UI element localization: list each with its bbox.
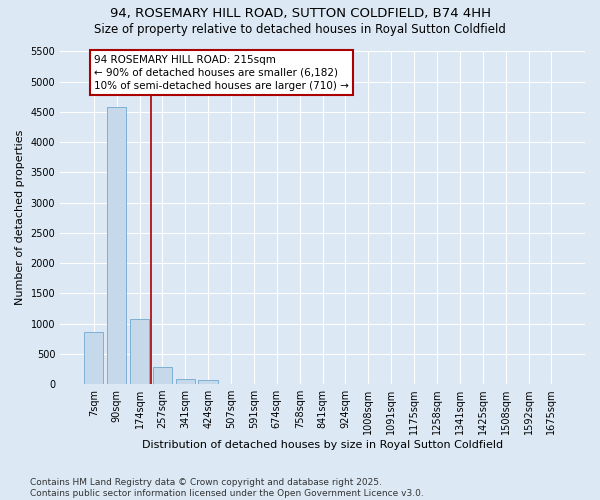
Text: 94 ROSEMARY HILL ROAD: 215sqm
← 90% of detached houses are smaller (6,182)
10% o: 94 ROSEMARY HILL ROAD: 215sqm ← 90% of d… [94, 54, 349, 91]
Bar [107, 107, 127, 384]
Bar [84, 332, 103, 384]
Y-axis label: Number of detached properties: Number of detached properties [15, 130, 25, 306]
Text: Contains HM Land Registry data © Crown copyright and database right 2025.
Contai: Contains HM Land Registry data © Crown c… [30, 478, 424, 498]
Bar [152, 366, 172, 384]
Bar [199, 380, 218, 384]
Bar [130, 319, 149, 384]
Bar [176, 378, 195, 384]
Text: 94, ROSEMARY HILL ROAD, SUTTON COLDFIELD, B74 4HH: 94, ROSEMARY HILL ROAD, SUTTON COLDFIELD… [110, 8, 491, 20]
X-axis label: Distribution of detached houses by size in Royal Sutton Coldfield: Distribution of detached houses by size … [142, 440, 503, 450]
Text: Size of property relative to detached houses in Royal Sutton Coldfield: Size of property relative to detached ho… [94, 22, 506, 36]
